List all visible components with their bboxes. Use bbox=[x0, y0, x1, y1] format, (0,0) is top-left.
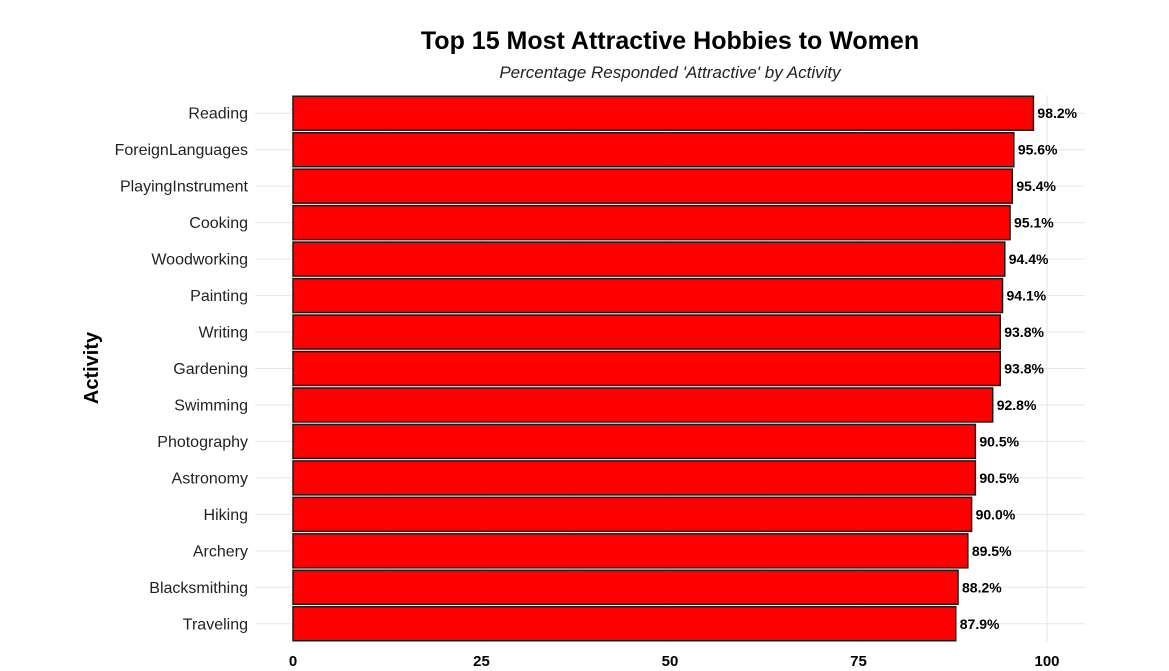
labels: 0 25 50 75 100 Reading 98.2% ForeignLanguages 95… bbox=[115, 105, 1078, 670]
data-label: 94.4% bbox=[1009, 251, 1049, 267]
chart-subtitle: Percentage Responded 'Attractive' by Act… bbox=[499, 63, 842, 82]
y-tick-label: Reading bbox=[188, 106, 248, 123]
y-tick-label: Woodworking bbox=[151, 252, 248, 269]
bar bbox=[292, 314, 1002, 350]
data-label: 90.5% bbox=[979, 433, 1019, 449]
data-label: 93.8% bbox=[1004, 324, 1044, 340]
x-tick-label: 0 bbox=[289, 653, 297, 670]
y-tick-label: Hiking bbox=[204, 507, 248, 524]
bar bbox=[292, 387, 994, 423]
chart-title: Top 15 Most Attractive Hobbies to Women bbox=[421, 27, 919, 55]
y-tick-label: Painting bbox=[190, 288, 248, 305]
data-label: 95.4% bbox=[1016, 178, 1056, 194]
data-label: 89.5% bbox=[972, 543, 1012, 559]
bar bbox=[292, 496, 973, 533]
data-label: 94.1% bbox=[1007, 288, 1047, 304]
bars bbox=[292, 95, 1035, 642]
bar bbox=[292, 606, 957, 642]
bar bbox=[292, 350, 1002, 387]
data-label: 88.2% bbox=[962, 579, 1002, 595]
y-tick-label: Cooking bbox=[189, 215, 248, 232]
data-label: 95.1% bbox=[1014, 215, 1054, 231]
y-tick-label: Traveling bbox=[183, 616, 248, 633]
bar bbox=[292, 204, 1011, 241]
bar bbox=[292, 569, 959, 606]
x-tick-label: 50 bbox=[662, 653, 679, 670]
data-label: 98.2% bbox=[1037, 105, 1077, 121]
y-tick-label: ForeignLanguages bbox=[115, 142, 248, 159]
x-tick-label: 75 bbox=[850, 653, 867, 670]
data-label: 93.8% bbox=[1004, 361, 1044, 377]
y-tick-label: Photography bbox=[157, 434, 248, 451]
bar bbox=[292, 533, 969, 569]
x-tick-label: 100 bbox=[1034, 653, 1059, 670]
y-tick-label: Writing bbox=[199, 325, 249, 342]
y-tick-label: Archery bbox=[193, 543, 248, 560]
bar bbox=[292, 168, 1014, 204]
y-tick-label: PlayingInstrument bbox=[120, 179, 249, 196]
data-label: 92.8% bbox=[997, 397, 1037, 413]
bar bbox=[292, 423, 977, 460]
x-tick-label: 25 bbox=[473, 653, 490, 670]
data-label: 90.0% bbox=[976, 506, 1016, 522]
data-label: 95.6% bbox=[1018, 142, 1058, 158]
data-label: 87.9% bbox=[960, 616, 1000, 632]
data-label: 90.5% bbox=[979, 470, 1019, 486]
y-tick-label: Gardening bbox=[173, 361, 248, 378]
bar bbox=[292, 277, 1004, 314]
y-tick-label: Blacksmithing bbox=[149, 580, 248, 597]
y-tick-label: Swimming bbox=[174, 397, 248, 414]
bar bbox=[292, 460, 977, 496]
bar bbox=[292, 95, 1035, 131]
bar bbox=[292, 131, 1015, 168]
y-tick-label: Astronomy bbox=[172, 470, 248, 487]
bar bbox=[292, 241, 1006, 277]
y-axis-label: Activity bbox=[81, 331, 103, 404]
